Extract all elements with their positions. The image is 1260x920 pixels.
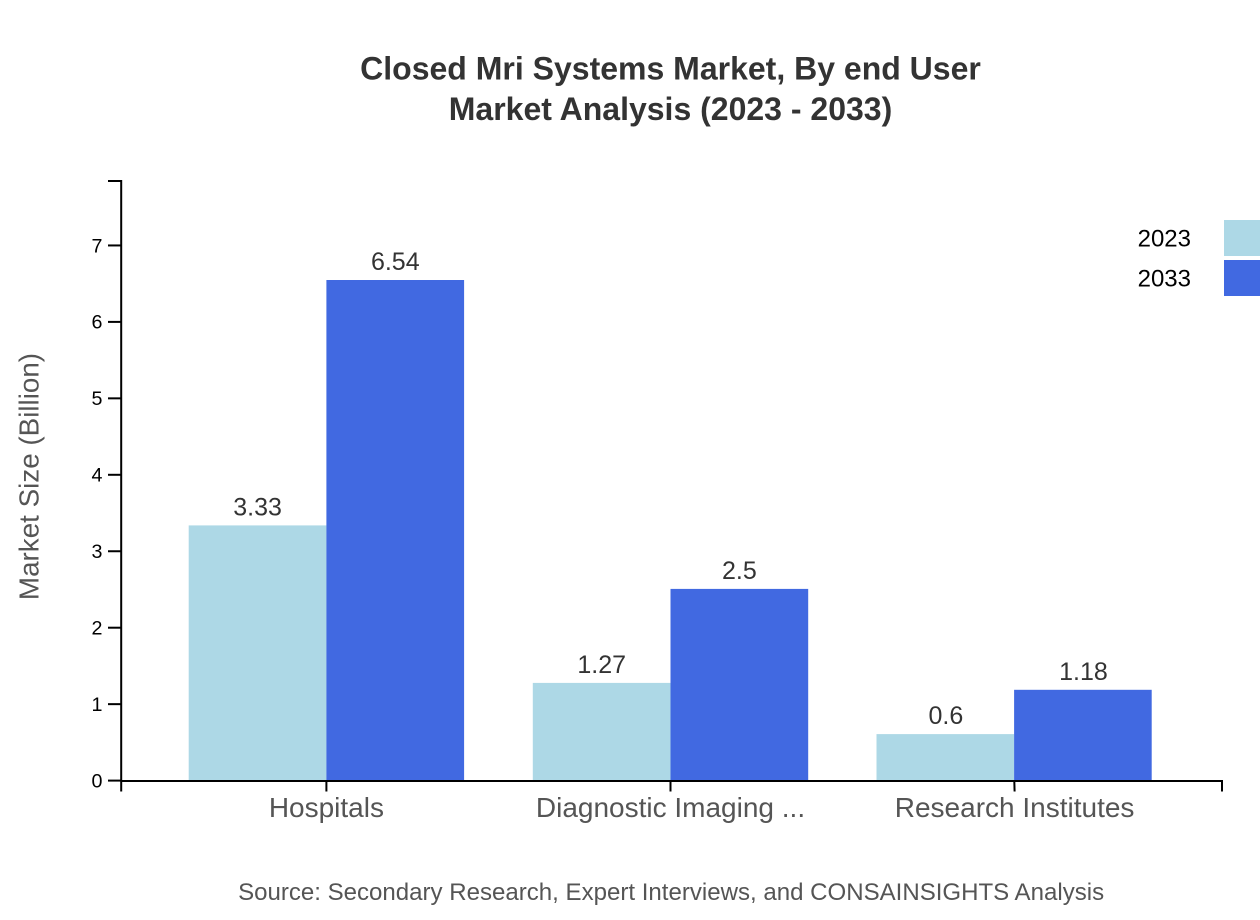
svg-text:2: 2 [92, 618, 103, 640]
svg-text:1.18: 1.18 [1059, 658, 1108, 686]
svg-text:Hospitals: Hospitals [269, 792, 384, 823]
svg-text:Market Analysis (2023 - 2033): Market Analysis (2023 - 2033) [449, 91, 893, 127]
svg-text:4: 4 [92, 465, 103, 487]
svg-text:Closed Mri Systems Market, By: Closed Mri Systems Market, By end User [360, 50, 981, 86]
svg-text:5: 5 [92, 388, 103, 410]
svg-text:1.27: 1.27 [577, 651, 626, 679]
svg-text:7: 7 [92, 235, 103, 257]
svg-text:2023: 2023 [1138, 226, 1191, 253]
svg-text:3: 3 [92, 541, 103, 563]
svg-text:0.6: 0.6 [929, 702, 964, 730]
svg-text:1: 1 [92, 694, 103, 716]
svg-text:6: 6 [92, 312, 103, 334]
svg-text:Source: Secondary Research, Ex: Source: Secondary Research, Expert Inter… [238, 879, 1104, 906]
svg-text:Market Size (Billion): Market Size (Billion) [14, 353, 45, 600]
svg-text:2033: 2033 [1138, 266, 1191, 293]
svg-text:Diagnostic Imaging ...: Diagnostic Imaging ... [536, 792, 805, 823]
svg-text:0: 0 [92, 770, 103, 792]
svg-text:3.33: 3.33 [233, 493, 282, 521]
svg-text:2.5: 2.5 [722, 557, 757, 585]
svg-text:Research Institutes: Research Institutes [895, 792, 1135, 823]
svg-text:6.54: 6.54 [371, 248, 420, 276]
